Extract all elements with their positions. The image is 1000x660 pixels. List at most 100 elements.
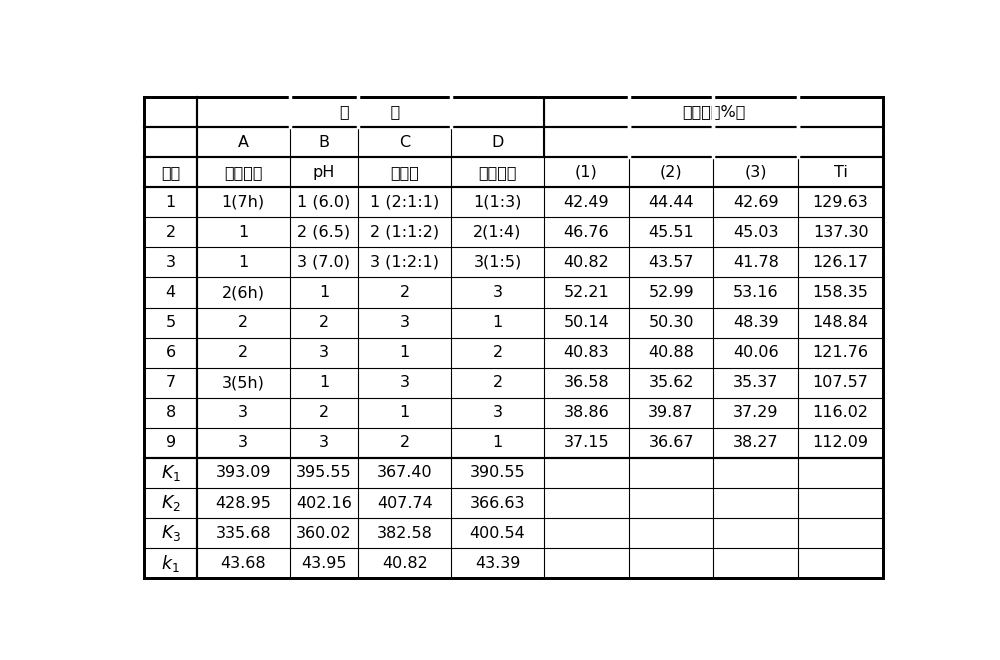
- Text: 3: 3: [319, 436, 329, 450]
- Text: 因        素: 因 素: [340, 104, 401, 119]
- Text: B: B: [318, 135, 329, 150]
- Text: 37.29: 37.29: [733, 405, 779, 420]
- Text: C: C: [399, 135, 410, 150]
- Text: 335.68: 335.68: [215, 525, 271, 541]
- Text: 蛋清浓度: 蛋清浓度: [478, 165, 517, 180]
- Text: 158.35: 158.35: [813, 285, 869, 300]
- Text: 52.99: 52.99: [648, 285, 694, 300]
- Text: 46.76: 46.76: [563, 225, 609, 240]
- Text: (3): (3): [745, 165, 767, 180]
- Text: 水解时间: 水解时间: [224, 165, 263, 180]
- Text: 2: 2: [492, 345, 503, 360]
- Text: 3: 3: [400, 376, 410, 390]
- Text: 3: 3: [493, 405, 503, 420]
- Text: A: A: [238, 135, 249, 150]
- Text: 2: 2: [492, 376, 503, 390]
- Text: 2: 2: [238, 345, 248, 360]
- Text: 395.55: 395.55: [296, 465, 352, 480]
- Text: (2): (2): [660, 165, 682, 180]
- Text: 428.95: 428.95: [215, 496, 271, 511]
- Text: 3: 3: [493, 285, 503, 300]
- Text: 1: 1: [400, 405, 410, 420]
- Text: 116.02: 116.02: [813, 405, 869, 420]
- Text: 40.88: 40.88: [648, 345, 694, 360]
- Text: 390.55: 390.55: [470, 465, 525, 480]
- Text: 1: 1: [492, 436, 503, 450]
- Text: 38.86: 38.86: [563, 405, 609, 420]
- Text: 3: 3: [238, 436, 248, 450]
- Text: 37.15: 37.15: [563, 436, 609, 450]
- Text: 38.27: 38.27: [733, 436, 779, 450]
- Text: 3: 3: [400, 315, 410, 330]
- Text: 50.14: 50.14: [563, 315, 609, 330]
- Text: 36.58: 36.58: [563, 376, 609, 390]
- Text: 1 (2:1:1): 1 (2:1:1): [370, 195, 439, 210]
- Text: 3 (7.0): 3 (7.0): [297, 255, 350, 270]
- Text: 45.51: 45.51: [648, 225, 694, 240]
- Text: 43.39: 43.39: [475, 556, 520, 571]
- Text: 42.69: 42.69: [733, 195, 779, 210]
- Text: 121.76: 121.76: [813, 345, 869, 360]
- Text: 107.57: 107.57: [813, 376, 869, 390]
- Text: 35.37: 35.37: [733, 376, 779, 390]
- Text: 366.63: 366.63: [470, 496, 525, 511]
- Text: 43.95: 43.95: [301, 556, 347, 571]
- Text: 组别: 组别: [161, 165, 180, 180]
- Text: 43.68: 43.68: [220, 556, 266, 571]
- Text: 53.16: 53.16: [733, 285, 779, 300]
- Text: 367.40: 367.40: [377, 465, 433, 480]
- Text: 40.82: 40.82: [382, 556, 428, 571]
- Text: 3: 3: [238, 405, 248, 420]
- Text: 40.82: 40.82: [563, 255, 609, 270]
- Text: 水解度（%）: 水解度（%）: [682, 104, 745, 119]
- Text: 1: 1: [400, 345, 410, 360]
- Text: 2: 2: [166, 225, 176, 240]
- Text: 3: 3: [166, 255, 176, 270]
- Text: 醂比例: 醂比例: [390, 165, 419, 180]
- Text: 45.03: 45.03: [733, 225, 779, 240]
- Text: 2(6h): 2(6h): [222, 285, 265, 300]
- Text: 1 (6.0): 1 (6.0): [297, 195, 351, 210]
- Text: 50.30: 50.30: [648, 315, 694, 330]
- Text: Ti: Ti: [834, 165, 848, 180]
- Text: 2: 2: [400, 436, 410, 450]
- Text: 2 (6.5): 2 (6.5): [297, 225, 351, 240]
- Text: 2: 2: [319, 315, 329, 330]
- Text: 402.16: 402.16: [296, 496, 352, 511]
- Text: 9: 9: [166, 436, 176, 450]
- Text: 40.83: 40.83: [563, 345, 609, 360]
- Text: 40.06: 40.06: [733, 345, 779, 360]
- Text: 1: 1: [492, 315, 503, 330]
- Text: 393.09: 393.09: [216, 465, 271, 480]
- Text: pH: pH: [313, 165, 335, 180]
- Text: 43.57: 43.57: [648, 255, 694, 270]
- Text: 1: 1: [238, 255, 248, 270]
- Text: 1: 1: [319, 285, 329, 300]
- Text: 41.78: 41.78: [733, 255, 779, 270]
- Text: 36.67: 36.67: [648, 436, 694, 450]
- Text: 3: 3: [319, 345, 329, 360]
- Text: 1: 1: [319, 376, 329, 390]
- Text: 48.39: 48.39: [733, 315, 779, 330]
- Text: 1(7h): 1(7h): [222, 195, 265, 210]
- Text: D: D: [491, 135, 504, 150]
- Text: 7: 7: [166, 376, 176, 390]
- Text: $K_1$: $K_1$: [161, 463, 181, 483]
- Text: $K_2$: $K_2$: [161, 493, 181, 513]
- Text: 360.02: 360.02: [296, 525, 352, 541]
- Text: 52.21: 52.21: [563, 285, 609, 300]
- Text: 129.63: 129.63: [813, 195, 868, 210]
- Text: 2 (1:1:2): 2 (1:1:2): [370, 225, 439, 240]
- Text: 2(1:4): 2(1:4): [473, 225, 522, 240]
- Text: 1: 1: [165, 195, 176, 210]
- Text: 35.62: 35.62: [648, 376, 694, 390]
- Text: 407.74: 407.74: [377, 496, 433, 511]
- Text: 2: 2: [238, 315, 248, 330]
- Text: 42.49: 42.49: [563, 195, 609, 210]
- Text: 2: 2: [319, 405, 329, 420]
- Text: 1(1:3): 1(1:3): [473, 195, 522, 210]
- Text: 400.54: 400.54: [470, 525, 525, 541]
- Text: (1): (1): [575, 165, 598, 180]
- Text: 6: 6: [166, 345, 176, 360]
- Text: 1: 1: [238, 225, 248, 240]
